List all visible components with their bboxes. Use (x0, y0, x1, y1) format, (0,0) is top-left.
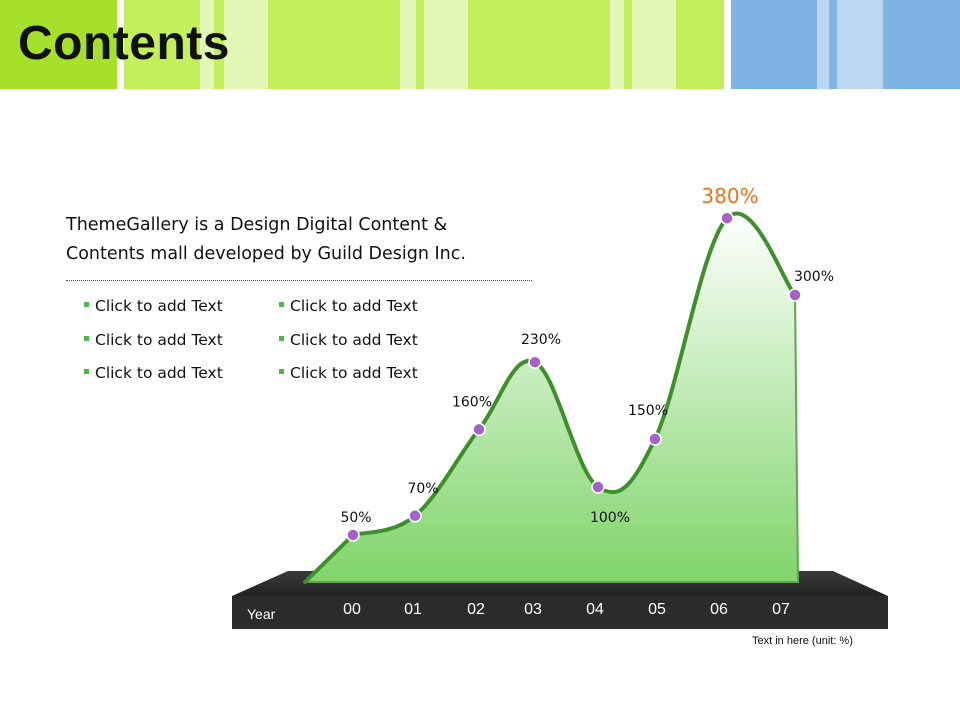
data-label-03: 230% (521, 332, 561, 348)
bullet-item[interactable]: Click to add Text (279, 364, 418, 382)
x-tick-04: 04 (586, 601, 604, 618)
dotted-divider (66, 280, 532, 281)
area-fill (302, 212, 800, 583)
bullet-item[interactable]: Click to add Text (84, 331, 223, 349)
header-block-lime (416, 0, 424, 89)
header-block-blue (829, 0, 837, 89)
bullet-square-icon (84, 336, 89, 341)
header-block-lime-light (610, 0, 624, 89)
x-tick-00: 00 (343, 601, 361, 618)
header-block-lime-light (424, 0, 468, 89)
description-line-1: ThemeGallery is a Design Digital Content… (66, 215, 448, 235)
description: ThemeGallery is a Design Digital Content… (66, 211, 536, 269)
data-point-05 (648, 432, 662, 446)
x-tick-07: 07 (772, 601, 790, 618)
bullet-square-icon (279, 302, 284, 307)
bullet-item[interactable]: Click to add Text (84, 364, 223, 382)
page-title: Contents (18, 17, 230, 70)
header-block-lime-light (632, 0, 676, 89)
x-tick-03: 03 (524, 601, 542, 618)
header-block-lime-light (400, 0, 416, 89)
data-point-02 (472, 422, 486, 437)
data-label-00: 50% (340, 510, 371, 526)
header-block-lime (676, 0, 724, 89)
data-point-04 (591, 480, 605, 494)
header-block-blue-light (817, 0, 829, 89)
header-block-bright (0, 0, 117, 89)
header-block-blue-light (837, 0, 883, 89)
bullet-text: Click to add Text (290, 331, 418, 349)
data-point-07 (788, 288, 802, 302)
data-point-03 (528, 355, 542, 369)
bullet-text: Click to add Text (95, 331, 223, 349)
data-point-01 (408, 509, 422, 523)
bullet-square-icon (84, 302, 89, 307)
description-line-2: Contents mall developed by Guild Design … (66, 244, 466, 264)
x-axis-label: Year (247, 606, 276, 622)
data-label-02: 160% (452, 394, 492, 410)
bullet-item[interactable]: Click to add Text (279, 331, 418, 349)
header-block-lime (268, 0, 400, 89)
data-point-06 (720, 211, 734, 225)
bullet-text: Click to add Text (95, 364, 223, 382)
bullet-square-icon (279, 369, 284, 374)
x-tick-01: 01 (404, 601, 422, 618)
bullet-text: Click to add Text (290, 364, 418, 382)
bullet-item[interactable]: Click to add Text (84, 297, 223, 315)
header-block-lime-light (200, 0, 214, 89)
header-bar (0, 0, 960, 89)
data-point-00 (346, 528, 360, 542)
header-block-lime-light (224, 0, 268, 89)
x-tick-02: 02 (467, 601, 485, 618)
x-tick-06: 06 (710, 601, 728, 618)
bullet-item[interactable]: Click to add Text (279, 297, 418, 315)
header-block-lime (624, 0, 632, 89)
data-label-06: 380% (701, 184, 758, 208)
bullet-square-icon (279, 336, 284, 341)
data-label-04: 100% (590, 510, 630, 526)
header-block-lime (468, 0, 610, 89)
chart-base-front (232, 596, 888, 629)
bullet-text: Click to add Text (290, 297, 418, 315)
footnote: Text in here (unit: %) (752, 635, 853, 647)
data-labels: 50% 70% 160% 230% 100% 150% 380% 300% (340, 184, 834, 526)
header-block-lime (214, 0, 224, 89)
x-tick-05: 05 (648, 601, 666, 618)
x-tick-labels: 00 01 02 03 04 05 06 07 (343, 601, 790, 618)
header-block-blue (731, 0, 817, 89)
header-block-blue (883, 0, 960, 89)
data-points (346, 211, 802, 542)
data-label-07: 300% (794, 269, 834, 285)
data-label-05: 150% (628, 403, 668, 419)
header-block-lime (124, 0, 200, 89)
data-label-01: 70% (407, 481, 438, 497)
bullet-text: Click to add Text (95, 297, 223, 315)
bullet-square-icon (84, 369, 89, 374)
